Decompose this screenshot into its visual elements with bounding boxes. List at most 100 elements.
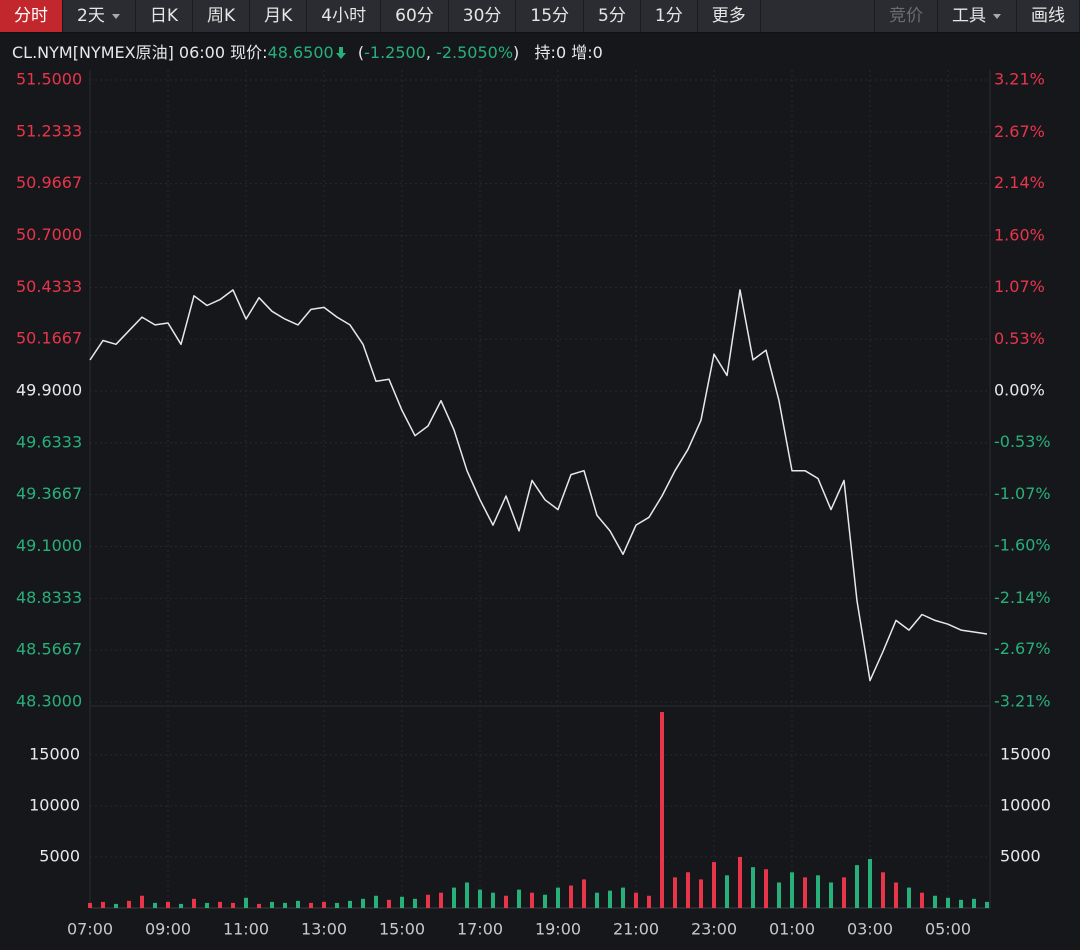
tab[interactable]: 15分 [516,0,585,32]
button-label: 画线 [1031,6,1065,26]
volume-bar [179,903,183,908]
volume-bar [218,901,222,908]
tab[interactable]: 60分 [381,0,449,32]
volume-bar [777,882,781,908]
volume-bar [283,902,287,908]
y2-tick-label: 1.07% [994,277,1045,296]
button[interactable]: 画线 [1017,0,1080,32]
volume-bar [972,898,976,908]
y-tick-label: 15000 [1000,744,1051,763]
tab-label: 月K [264,6,293,26]
x-tick-label: 19:00 [535,920,581,939]
quote-header: CL.NYM[NYMEX原油] 06:00 现价: 48.6500 ( -1.2… [12,40,603,66]
volume-bar [205,902,209,908]
volume-bar [803,877,807,908]
y-tick-label: 48.8333 [16,588,82,607]
change: -1.2500 [364,43,426,62]
volume-bar [192,898,196,908]
volume-bar [907,887,911,908]
button-label: 竞价 [889,6,923,26]
volume-bar [647,895,651,908]
button-label: 工具 [952,6,986,26]
tab[interactable]: 日K [136,0,193,32]
tab[interactable]: 30分 [449,0,517,32]
volume-bar [322,901,326,908]
y-tick-label: 50.1667 [16,329,82,348]
volume-bar [543,894,547,908]
volume-bar [673,877,677,908]
y2-tick-label: 3.21% [994,70,1045,89]
y2-tick-label: -0.53% [994,432,1051,451]
volume-bar [959,899,963,908]
volume-bar [751,867,755,908]
gap [519,40,534,66]
volume-bar [738,856,742,908]
down-arrow [335,47,346,59]
volume-bar [348,900,352,908]
volume-bar [816,875,820,908]
x-tick-label: 23:00 [691,920,737,939]
volume-bar [517,889,521,908]
tab[interactable]: 更多 [698,0,761,32]
volume-bar [894,882,898,908]
volume-bar [608,890,612,908]
volume-bar [933,895,937,908]
change-pct: -2.5050% [436,43,514,62]
y-tick-label: 51.5000 [16,70,82,89]
volume-bar [400,896,404,908]
volume-bar [88,902,92,908]
button[interactable]: 竞价 [875,0,938,32]
volume-bar [387,899,391,908]
volume-bar [101,901,105,908]
y2-tick-label: -1.07% [994,484,1051,503]
volume-bar [842,877,846,908]
tab[interactable]: 月K [250,0,308,32]
tab-label: 30分 [462,6,502,26]
x-tick-label: 15:00 [379,920,425,939]
tab[interactable]: 5分 [584,0,641,32]
y2-tick-label: 2.67% [994,122,1045,141]
volume-bar [686,872,690,908]
dropdown-icon [111,14,120,19]
x-tick-label: 17:00 [457,920,503,939]
tab[interactable]: 2天 [63,0,136,32]
gap [348,40,358,66]
y2-tick-label: -2.67% [994,639,1051,658]
volume-bar [764,869,768,908]
volume-bar [790,872,794,908]
tab-label: 5分 [598,6,626,26]
volume-bar [361,898,365,908]
tab[interactable]: 1分 [641,0,698,32]
tab[interactable]: 4小时 [307,0,382,32]
volume-bar [920,892,924,908]
toolbar: 分时 2天 日K 周K 月K 4小时 60分 30分 15分 5分 1分 更多 … [0,0,1080,33]
volume-bar [140,895,144,908]
volume-bar [595,892,599,908]
y-tick-label: 10000 [29,795,80,814]
tab-label: 15分 [530,6,570,26]
y-tick-label: 49.1000 [16,536,82,555]
tab[interactable]: 分时 [0,0,63,32]
volume-bar [868,859,872,908]
x-tick-label: 11:00 [223,920,269,939]
spacer [761,0,875,32]
volume-bar [881,872,885,908]
volume-bar [985,901,989,908]
y-tick-label: 50.9667 [16,173,82,192]
tab-label: 日K [149,6,178,26]
button[interactable]: 工具 [938,0,1017,32]
y-tick-label: 5000 [39,846,80,865]
y-tick-label: 49.9000 [16,381,82,400]
volume-bar [114,903,118,908]
tab-label: 60分 [395,6,434,26]
tab[interactable]: 周K [193,0,251,32]
x-tick-label: 01:00 [769,920,815,939]
volume-bar [309,902,313,908]
tab-label: 4小时 [321,6,367,26]
y-tick-label: 50.7000 [16,225,82,244]
volume-bar [530,892,534,908]
price-line [89,289,988,682]
tab-label: 2天 [77,6,105,26]
y-tick-label: 48.5667 [16,640,82,659]
